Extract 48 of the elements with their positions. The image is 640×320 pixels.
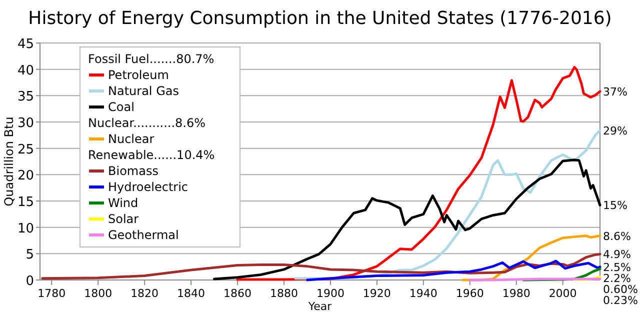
line-series (306, 260, 602, 282)
legend-label: Nuclear (108, 132, 154, 146)
text: 2.5% (603, 260, 631, 274)
legend-label: Solar (108, 212, 139, 226)
y-tick-label: 30 (17, 116, 34, 131)
y-tick-label: 25 (17, 142, 34, 158)
text: 0.23% (603, 294, 638, 307)
y-tick-label: 40 (17, 63, 34, 78)
legend-label: Petroleum (108, 68, 169, 82)
y-axis-title: Quadrillion Btu (2, 116, 16, 206)
x-tick-label: 1980 (502, 287, 530, 300)
text: 4.9% (603, 248, 631, 262)
x-tick-label: 1800 (84, 287, 112, 300)
legend-label: Natural Gas (108, 84, 179, 98)
text: 15% (603, 199, 628, 212)
legend-label: Geothermal (108, 228, 179, 242)
y-tick-label: 45 (17, 37, 34, 52)
annotation: Nuclear...........8.6% (88, 116, 206, 130)
x-tick-label: 1820 (130, 287, 159, 300)
text: 29% (603, 124, 628, 138)
text: 8.6% (603, 230, 631, 243)
annotation: Fossil Fuel.......80.7% (88, 52, 214, 66)
chart-title: History of Energy Consumption in the United States (1776-2016) (28, 8, 612, 29)
x-axis-title: Year (307, 300, 332, 313)
x-tick-label: 1780 (38, 287, 66, 300)
legend-label: Biomass (108, 164, 158, 178)
y-tick-label: 35 (17, 90, 34, 105)
y-tick-label: 10 (17, 221, 34, 236)
x-tick-label: 1920 (362, 287, 391, 300)
x-tick-label: 1900 (316, 287, 344, 300)
y-tick-label: 0 (26, 274, 34, 289)
y-tick-label: 20 (17, 168, 34, 184)
text: 37% (603, 85, 628, 98)
text: 2.2% (603, 272, 631, 285)
y-tick-label: 5 (26, 248, 34, 263)
y-tick-label: 15 (17, 195, 34, 210)
x-tick-label: 1960 (456, 287, 484, 300)
x-tick-label: 1840 (177, 287, 206, 300)
x-tick-label: 2000 (548, 287, 577, 300)
text: 0.60% (603, 282, 638, 296)
annotation: Renewable......10.4% (88, 148, 215, 162)
x-tick-label: 1880 (270, 287, 298, 300)
x-tick-label: 1860 (224, 287, 252, 300)
legend-label: Coal (108, 100, 134, 114)
x-tick-label: 1940 (409, 287, 438, 300)
legend-label: Wind (108, 196, 138, 210)
line-series (213, 158, 602, 280)
legend-label: Hydroelectric (108, 180, 188, 194)
